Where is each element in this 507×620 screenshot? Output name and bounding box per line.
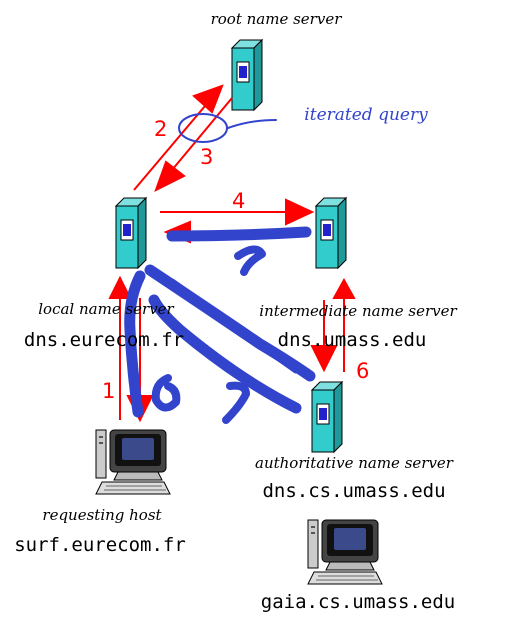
scribble-parallel-stroke [168, 278, 300, 374]
scribble-digit-7 [222, 381, 250, 424]
arrowhead-step-7 [332, 277, 356, 299]
arrowhead-step-3 [154, 160, 186, 193]
arrowhead-step-6 [310, 345, 338, 373]
local-server-host: dns.eurecom.fr [24, 329, 184, 351]
authoritative-server-label: authoritative name server [255, 454, 454, 472]
requesting-host-label: requesting host [42, 506, 162, 524]
hand-drawn-annotations [124, 113, 316, 424]
step-label-1: 1 [102, 379, 115, 403]
iterated-query-note: iterated query [304, 105, 428, 125]
requesting-host-name: surf.eurecom.fr [14, 534, 186, 556]
authoritative-server-host: dns.cs.umass.edu [262, 480, 445, 502]
requesting-host-computer-icon [95, 429, 171, 495]
arrow-step-2 [133, 105, 206, 191]
local-server-label: local name server [38, 300, 174, 318]
step-label-2: 2 [154, 117, 167, 141]
target-host-computer-icon [307, 519, 383, 585]
step-label-6: 6 [356, 359, 369, 383]
scribble-reply-to-host [124, 270, 146, 418]
scribble-reply-5 [166, 226, 312, 242]
intermediate-server-label: intermediate name server [259, 302, 457, 320]
step-label-3: 3 [200, 145, 213, 169]
intermediate-server-icon [315, 197, 347, 269]
scribble-digit-8 [151, 374, 181, 412]
root-server-label: root name server [211, 10, 343, 28]
root-server-icon [231, 39, 263, 111]
scribble-digit-5 [234, 245, 266, 276]
local-server-icon [115, 197, 147, 269]
target-host-name: gaia.cs.umass.edu [261, 591, 455, 613]
intermediate-server-host: dns.umass.edu [278, 329, 427, 351]
authoritative-server-icon [311, 381, 343, 453]
scribble-reply-to-local [148, 294, 302, 414]
iterated-query-pointer [227, 119, 277, 129]
step-label-4: 4 [232, 189, 245, 213]
arrowhead-step-4 [285, 198, 315, 226]
arrow-step-3 [171, 97, 233, 171]
arrowhead-step-2 [192, 84, 224, 114]
arrowhead-step-1 [108, 275, 132, 299]
